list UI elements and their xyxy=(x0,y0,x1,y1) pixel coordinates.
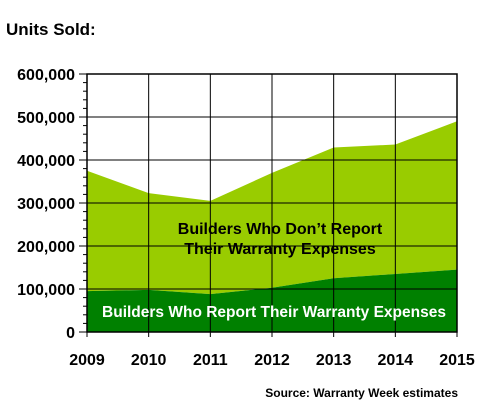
y-tick-label: 600,000 xyxy=(17,67,75,84)
x-tick-label: 2015 xyxy=(439,352,475,369)
source-note: Source: Warranty Week estimates xyxy=(265,386,458,400)
x-tick-label: 2011 xyxy=(193,352,228,369)
annotation-not-reporting-line2: Their Warranty Expenses xyxy=(184,241,376,258)
y-tick-label: 300,000 xyxy=(17,196,75,213)
x-tick-label: 2013 xyxy=(316,352,352,369)
annotation-not-reporting-line1: Builders Who Don’t Report xyxy=(178,221,383,238)
y-tick-label: 0 xyxy=(66,325,75,342)
y-tick-label: 500,000 xyxy=(17,110,75,127)
plot-frame xyxy=(86,73,458,333)
x-tick-label: 2010 xyxy=(131,352,167,369)
x-tick-label: 2014 xyxy=(378,352,414,369)
chart-title: Units Sold: xyxy=(6,20,96,39)
y-tick-label: 200,000 xyxy=(17,239,75,256)
x-tick-label: 2012 xyxy=(254,352,290,369)
annotation-reporting: Builders Who Report Their Warranty Expen… xyxy=(102,304,446,321)
x-tick-label: 2009 xyxy=(69,352,105,369)
y-tick-label: 100,000 xyxy=(17,282,75,299)
y-tick-label: 400,000 xyxy=(17,153,75,170)
